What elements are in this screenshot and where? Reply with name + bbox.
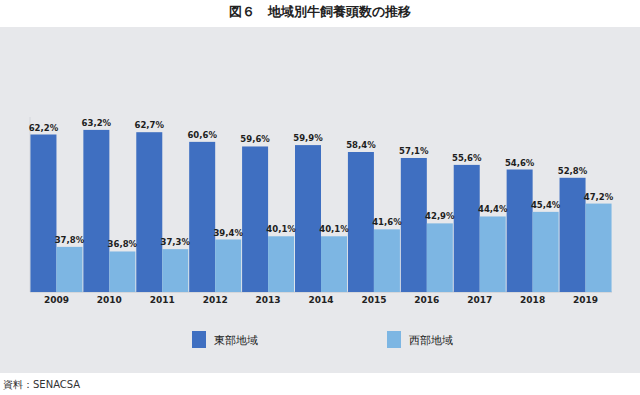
x-tick-label: 2016 (414, 295, 439, 305)
bar (480, 216, 506, 292)
bar (268, 236, 294, 292)
x-tick-label: 2010 (97, 295, 122, 305)
bars (30, 130, 611, 292)
data-label: 54,6% (505, 158, 535, 168)
data-label: 59,9% (293, 133, 323, 143)
x-tick-label: 2014 (308, 295, 333, 305)
page-background (0, 0, 640, 395)
data-label: 55,6% (452, 153, 482, 163)
bar (215, 240, 241, 293)
title: 図６ 地域別牛飼養頭数の推移 (229, 4, 411, 19)
x-tick-label: 2013 (256, 295, 281, 305)
bar (348, 152, 374, 292)
bar (83, 130, 109, 292)
legend-swatch (192, 331, 206, 348)
bar (295, 145, 321, 292)
data-label: 62,2% (29, 123, 59, 133)
x-tick-label: 2015 (361, 295, 386, 305)
bar (30, 135, 56, 293)
bar (109, 251, 135, 292)
bar (560, 178, 586, 292)
data-label: 45,4% (531, 200, 561, 210)
bar (507, 170, 533, 293)
data-label: 41,6% (372, 217, 402, 227)
data-label: 44,4% (478, 204, 508, 214)
bar (321, 236, 347, 292)
legend-swatch (387, 331, 401, 348)
x-tick-label: 2017 (467, 295, 492, 305)
bar (586, 204, 612, 292)
data-label: 63,2% (82, 118, 112, 128)
x-tick-label: 2011 (150, 295, 175, 305)
bar (189, 142, 215, 292)
bar (427, 223, 453, 292)
bar (162, 249, 188, 292)
x-tick-label: 2012 (203, 295, 228, 305)
legend: 東部地域 西部地域 (192, 331, 453, 348)
bar (242, 146, 268, 292)
bar (454, 165, 480, 292)
data-label: 57,1% (399, 146, 429, 156)
data-label: 42,9% (425, 211, 455, 221)
data-label: 52,8% (558, 166, 588, 176)
chart: 図６ 地域別牛飼養頭数の推移 62,2% 63,2% 62,7% 60,6% 59,6% 5… (0, 0, 640, 395)
data-label: 59,6% (240, 134, 270, 144)
source: 資料：SENACSA (3, 379, 80, 390)
data-label: 60,6% (187, 130, 217, 140)
data-label: 36,8% (108, 239, 138, 249)
bar (374, 229, 400, 292)
data-label: 40,1% (319, 224, 349, 234)
data-label: 37,8% (55, 235, 85, 245)
x-tick-label: 2009 (44, 295, 69, 305)
data-labels: 62,2% 63,2% 62,7% 60,6% 59,6% 59,9% 58,4% 57,1%… (29, 118, 614, 250)
bar (56, 247, 82, 292)
data-label: 39,4% (213, 228, 243, 238)
legend-label: 東部地域 (214, 334, 258, 347)
legend-label: 西部地域 (409, 334, 453, 347)
bar (533, 212, 559, 292)
data-label: 37,3% (161, 237, 191, 247)
bar (136, 132, 162, 292)
data-label: 62,7% (135, 120, 165, 130)
x-tick-label: 2019 (573, 295, 598, 305)
bar (401, 158, 427, 292)
data-label: 47,2% (584, 192, 614, 202)
data-label: 40,1% (266, 224, 296, 234)
chart-panel (0, 27, 640, 373)
y-axis-line (30, 117, 31, 292)
data-label: 58,4% (346, 140, 376, 150)
x-tick-label: 2018 (520, 295, 545, 305)
